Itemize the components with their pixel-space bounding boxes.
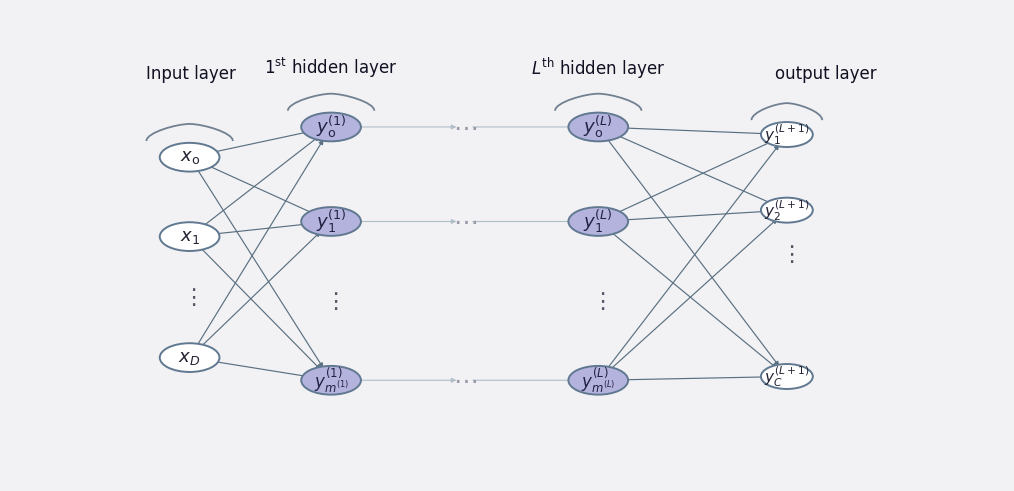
Text: $y_{1}^{(L+1)}$: $y_{1}^{(L+1)}$ bbox=[765, 122, 809, 147]
Circle shape bbox=[160, 222, 219, 251]
Text: $y_{m^{(L)}}^{(L)}$: $y_{m^{(L)}}^{(L)}$ bbox=[581, 366, 615, 395]
Circle shape bbox=[569, 112, 628, 141]
Text: $y_{\rm o}^{(L)}$: $y_{\rm o}^{(L)}$ bbox=[583, 114, 613, 140]
Text: $\cdots$: $\cdots$ bbox=[452, 115, 477, 139]
Circle shape bbox=[760, 198, 813, 222]
Text: $y_{2}^{(L+1)}$: $y_{2}^{(L+1)}$ bbox=[765, 198, 809, 222]
Circle shape bbox=[760, 364, 813, 389]
Circle shape bbox=[569, 207, 628, 236]
Circle shape bbox=[301, 112, 361, 141]
Circle shape bbox=[760, 122, 813, 147]
Text: $y_{\rm o}^{(1)}$: $y_{\rm o}^{(1)}$ bbox=[315, 114, 347, 140]
Text: $x_{\rm o}$: $x_{\rm o}$ bbox=[179, 148, 200, 166]
Text: $\vdots$: $\vdots$ bbox=[780, 243, 794, 265]
Text: $x_{\rm 1}$: $x_{\rm 1}$ bbox=[179, 228, 200, 246]
Text: $y_{m^{(1)}}^{(1)}$: $y_{m^{(1)}}^{(1)}$ bbox=[313, 366, 349, 395]
Circle shape bbox=[301, 207, 361, 236]
Text: $1^{\rm st}$ hidden layer: $1^{\rm st}$ hidden layer bbox=[265, 56, 397, 81]
Text: $L^{\rm th}$ hidden layer: $L^{\rm th}$ hidden layer bbox=[531, 56, 665, 81]
Text: $y_{C}^{(L+1)}$: $y_{C}^{(L+1)}$ bbox=[765, 364, 809, 389]
Text: Input layer: Input layer bbox=[146, 65, 236, 83]
Text: $\vdots$: $\vdots$ bbox=[591, 290, 605, 312]
Text: output layer: output layer bbox=[776, 65, 877, 83]
Circle shape bbox=[301, 366, 361, 395]
Text: $\vdots$: $\vdots$ bbox=[183, 286, 197, 308]
Text: $y_{\rm 1}^{(1)}$: $y_{\rm 1}^{(1)}$ bbox=[315, 208, 347, 235]
Circle shape bbox=[160, 343, 219, 372]
Text: $\cdots$: $\cdots$ bbox=[452, 368, 477, 392]
Text: $\vdots$: $\vdots$ bbox=[323, 290, 339, 312]
Text: $x_{\it D}$: $x_{\it D}$ bbox=[178, 349, 201, 367]
Text: $y_{\rm 1}^{(L)}$: $y_{\rm 1}^{(L)}$ bbox=[583, 208, 613, 235]
Text: $\cdots$: $\cdots$ bbox=[452, 210, 477, 234]
Circle shape bbox=[569, 366, 628, 395]
Circle shape bbox=[160, 143, 219, 171]
